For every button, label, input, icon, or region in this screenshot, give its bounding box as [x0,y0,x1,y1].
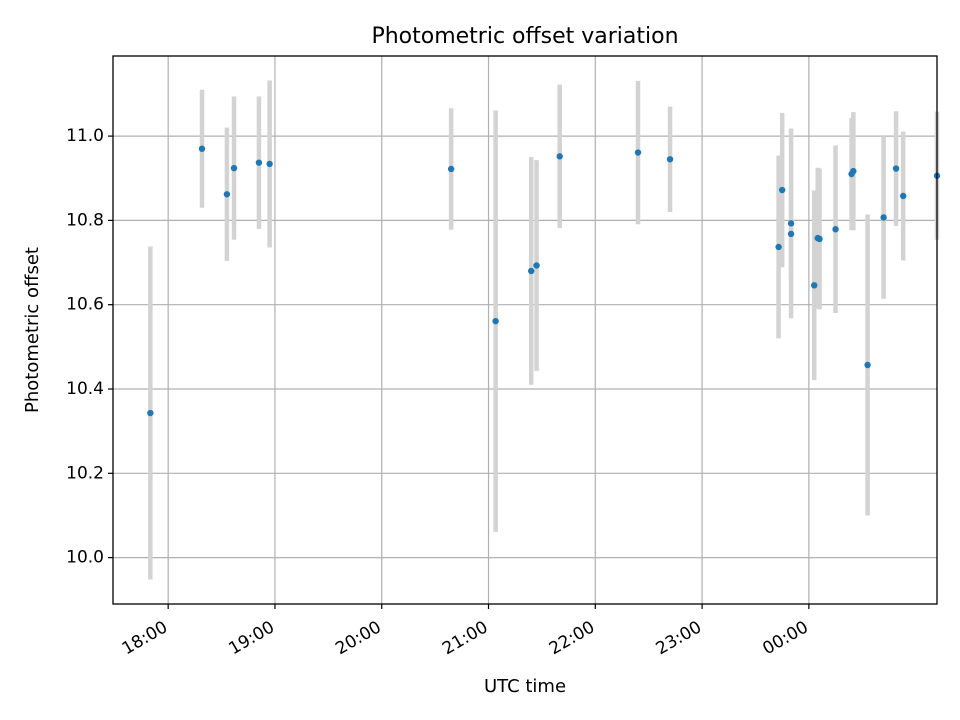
x-tick-label-2: 20:00 [332,617,384,659]
y-tick-label-4: 10.8 [66,210,104,230]
axis-ticks: 18:00 19:00 20:00 21:00 22:00 23:00 00:00 10.0 1… [66,126,812,659]
data-point-15 [787,220,795,227]
x-tick-label-5: 23:00 [653,617,705,659]
data-point-20 [832,226,839,233]
data-point-9 [533,262,540,269]
data-point-24 [880,214,887,221]
data-point-19 [816,235,823,243]
x-tick-label-4: 22:00 [546,617,598,659]
x-tick-label-1: 19:00 [226,617,278,659]
data-point-17 [811,282,818,289]
x-tick-label-3: 21:00 [439,617,491,659]
error-bars [148,80,940,580]
x-tick-label-6: 00:00 [759,617,811,659]
y-axis-label: Photometric offset [22,247,43,413]
plot-frame [112,55,938,605]
data-points [147,145,941,417]
data-point-6 [447,165,455,173]
data-point-4 [255,159,263,166]
y-tick-label-1: 10.2 [66,463,104,483]
data-point-14 [778,186,786,194]
data-point-25 [892,165,900,172]
data-point-10 [556,153,563,160]
data-point-12 [666,156,674,163]
data-point-8 [528,267,535,275]
grid [113,56,937,604]
data-point-5 [266,160,273,168]
data-point-16 [787,230,795,238]
data-point-23 [864,361,871,369]
data-point-26 [899,192,907,200]
y-tick-label-0: 10.0 [66,548,104,568]
data-point-13 [775,243,782,251]
x-tick-label-0: 18:00 [119,617,171,659]
data-point-0 [147,409,154,417]
data-point-1 [198,145,206,152]
data-point-22 [850,167,857,175]
chart-title: Photometric offset variation [371,24,678,49]
data-point-7 [492,317,499,325]
data-point-11 [634,149,642,156]
y-tick-label-2: 10.4 [66,379,104,399]
data-point-2 [223,191,231,198]
data-point-3 [230,164,238,172]
x-axis-label: UTC time [484,676,566,697]
y-tick-label-5: 11.0 [66,126,104,146]
y-tick-label-3: 10.6 [66,295,104,315]
